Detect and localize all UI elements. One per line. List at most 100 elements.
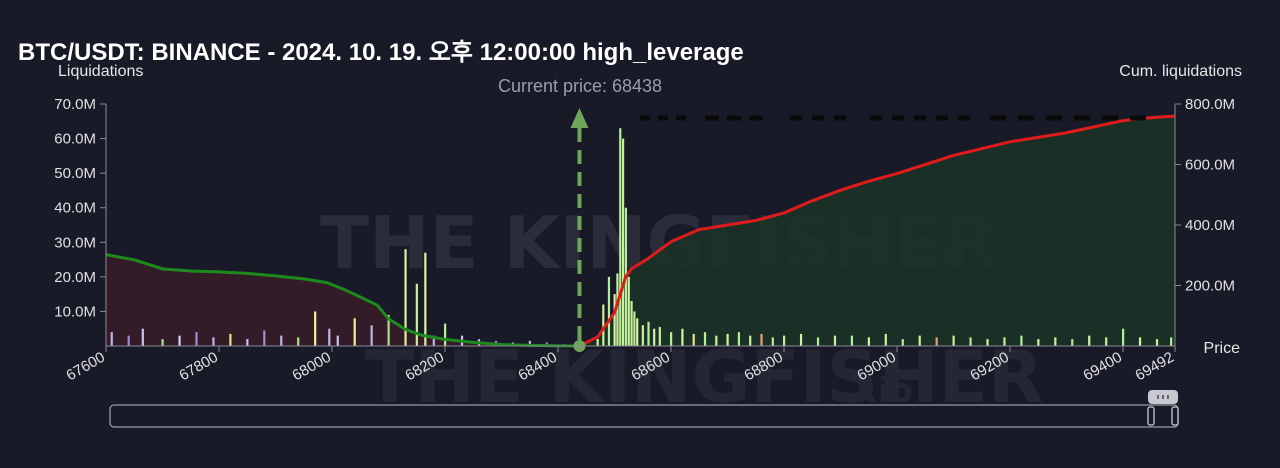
liquidation-bar (1155, 339, 1159, 346)
liquidation-bar (749, 335, 752, 346)
liquidation-bars (110, 128, 1173, 346)
liquidation-bar (1003, 337, 1006, 346)
liquidation-bar (799, 333, 803, 346)
liquidation-bar (653, 328, 656, 346)
liquidation-bar (1020, 335, 1023, 346)
short-cum-area (106, 254, 580, 346)
liquidation-bar (110, 332, 113, 346)
liquidation-bar (616, 273, 619, 346)
cumulative-lines (105, 114, 1176, 348)
liquidation-bar (178, 335, 181, 346)
y-left-tick-label: 40.0M (54, 200, 96, 217)
liquidation-bar (328, 328, 331, 346)
long-cum-area (579, 116, 1175, 346)
long-cum-line (578, 114, 1176, 348)
y-left-tick-label: 10.0M (54, 303, 96, 320)
liquidation-bar (901, 339, 904, 346)
liquidation-bar (726, 333, 729, 346)
x-tick-label: 69492 (1132, 349, 1177, 385)
liquidation-bar (1037, 339, 1040, 346)
liquidation-bar (918, 335, 921, 346)
liquidation-bar (370, 325, 373, 346)
y-left-tick-label: 30.0M (54, 234, 96, 251)
liquidation-bar (336, 335, 339, 346)
liquidation-bar (141, 328, 144, 346)
liquidation-bar (195, 332, 198, 346)
liquidation-bar (633, 311, 636, 346)
liquidation-bar (935, 337, 938, 346)
liquidation-bar (681, 328, 684, 346)
y-axis-right-title: Cum. liquidations (1119, 63, 1242, 80)
liquidation-bar (619, 128, 622, 346)
short-cum-line (105, 253, 580, 348)
liquidation-bar (783, 335, 786, 346)
y-right-tick-label: 800.0M (1185, 96, 1235, 113)
current-price-marker: Current price: 68438 (498, 76, 662, 352)
y-left-tick-label: 20.0M (54, 269, 96, 286)
liquidation-bar (613, 294, 616, 346)
liquidation-bar (246, 339, 249, 346)
liquidation-bar (127, 335, 130, 346)
liquidation-bar (1088, 335, 1091, 346)
liquidation-bar (771, 337, 774, 346)
liquidation-bar (952, 335, 955, 346)
liquidation-bar (833, 335, 837, 346)
liquidation-bar (387, 314, 390, 346)
liquidation-bar (424, 252, 427, 346)
x-axis-title: Price (1204, 340, 1241, 357)
liquidation-bar (867, 337, 870, 346)
liquidation-bar (1122, 328, 1125, 346)
liquidation-bar (263, 330, 266, 346)
liquidation-bar (969, 337, 972, 346)
liquidation-bar (1138, 337, 1142, 346)
liquidation-bar (596, 339, 599, 346)
x-tick-label: 69400 (1080, 349, 1125, 385)
liquidation-bar (1054, 337, 1057, 346)
liquidation-bar (280, 335, 283, 346)
range-left-grip[interactable] (1147, 406, 1155, 426)
liquidation-bar (850, 335, 854, 346)
liquidation-bar (1170, 337, 1173, 346)
range-slider[interactable] (109, 390, 1179, 428)
y-left-tick-label: 60.0M (54, 131, 96, 148)
liquidation-bar (715, 335, 718, 346)
liquidation-bar (636, 318, 639, 346)
liquidation-bar (816, 337, 820, 346)
liquidation-bar (229, 333, 232, 346)
liquidation-bar (415, 283, 418, 346)
y-left-tick-label: 50.0M (54, 165, 96, 182)
liquidation-bar (627, 276, 630, 346)
liquidation-bar (1071, 339, 1074, 346)
liquidation-bar (737, 332, 741, 346)
chart-title: BTC/USDT: BINANCE - 2024. 10. 19. 오후 12:… (18, 39, 744, 66)
y-right-tick-label: 200.0M (1185, 278, 1235, 295)
x-tick-label: 67600 (63, 349, 108, 385)
liquidation-bar (297, 337, 300, 346)
liquidation-bar (212, 337, 215, 346)
x-tick-label: 68000 (289, 349, 334, 385)
current-price-label: Current price: 68438 (498, 76, 662, 96)
liquidation-bar (528, 340, 531, 346)
y-right-tick-label: 600.0M (1185, 157, 1235, 174)
liquidation-bar (630, 301, 633, 346)
liquidation-bar (607, 276, 611, 346)
liquidation-bar (647, 321, 650, 346)
y-right-tick-label: 400.0M (1185, 217, 1235, 234)
liquidation-bar (641, 325, 644, 346)
liquidation-bar (432, 335, 435, 346)
watermark-text-2: THE KINGFISHER (365, 335, 1043, 419)
liquidation-bar (602, 304, 605, 346)
liquidation-bar (404, 249, 407, 346)
liquidation-bar (986, 339, 989, 346)
range-slider-handle[interactable] (1147, 390, 1179, 426)
liquidation-bar (621, 138, 625, 346)
liquidation-bar (670, 332, 673, 346)
y-axis-left: 10.0M 20.0M 30.0M 40.0M 50.0M 60.0M 70.0M (54, 96, 106, 320)
liquidation-bar (884, 333, 887, 346)
x-tick-label: 67800 (176, 349, 221, 385)
liquidation-bar (161, 339, 164, 346)
y-left-tick-label: 70.0M (54, 96, 96, 113)
liquidation-bar (314, 311, 317, 346)
cumulative-areas (106, 116, 1175, 346)
range-right-grip[interactable] (1171, 406, 1179, 426)
